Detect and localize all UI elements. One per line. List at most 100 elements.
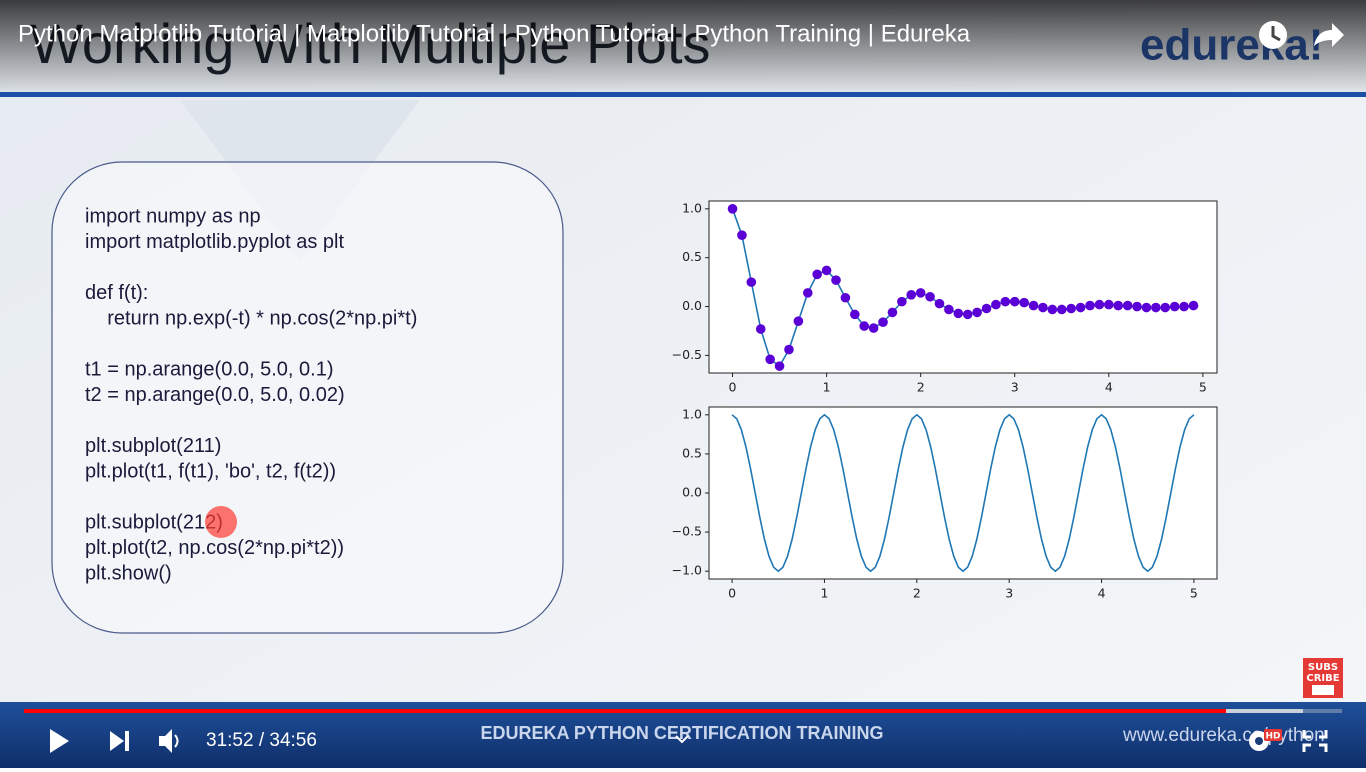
data-point <box>1019 297 1029 308</box>
data-point <box>746 277 757 287</box>
data-point <box>1009 296 1020 307</box>
y-tick-label: 1.0 <box>682 406 702 421</box>
subscribe-text: CRIBE <box>1306 673 1339 684</box>
x-tick-label: 2 <box>913 586 921 601</box>
data-point <box>793 316 804 327</box>
fullscreen-button[interactable] <box>1302 730 1328 752</box>
code-line: plt.subplot(211) <box>85 435 221 457</box>
subplot: −0.5 0.0 0.5 1.0 0 1 2 3 4 5 <box>672 200 1218 395</box>
data-point <box>821 265 832 276</box>
y-tick-label: −0.5 <box>672 347 702 362</box>
data-point <box>1066 303 1076 314</box>
code-line: return np.exp(-t) * np.cos(2*np.pi*t) <box>85 307 417 329</box>
data-point <box>934 298 945 309</box>
data-point <box>981 303 992 314</box>
x-tick-label: 0 <box>728 586 736 601</box>
data-point <box>878 317 888 327</box>
x-tick-label: 4 <box>1105 380 1113 395</box>
data-point <box>755 324 766 334</box>
data-point <box>925 291 935 302</box>
x-tick-label: 4 <box>1098 586 1106 601</box>
data-point <box>1047 304 1058 315</box>
data-point <box>1056 304 1067 315</box>
data-point <box>897 296 907 307</box>
code-line: import numpy as np <box>85 205 261 227</box>
subplot: −1.0 −0.5 0.0 0.5 1.0 0 1 2 3 4 5 <box>672 406 1218 601</box>
y-tick-label: 1.0 <box>682 200 702 215</box>
subscribe-text: SUBS <box>1308 662 1338 673</box>
data-point <box>1151 302 1161 313</box>
progress-buffer <box>1226 709 1303 713</box>
code-box <box>51 161 564 634</box>
play-button[interactable] <box>50 729 69 753</box>
data-point <box>972 307 982 318</box>
x-tick-label: 5 <box>1199 380 1207 395</box>
data-line <box>731 413 1195 573</box>
time-display: 31:52 / 34:56 <box>206 730 317 751</box>
progress-played <box>24 709 1226 713</box>
data-point <box>868 323 879 333</box>
data-point <box>765 354 775 365</box>
y-tick-label: 0.5 <box>682 445 702 460</box>
charts: −0.5 0.0 0.5 1.0 0 1 2 3 4 5 −1.0 −0.5 0.0 0.5 1.0 0 1 2 3… <box>672 200 1218 601</box>
x-tick-label: 5 <box>1190 586 1198 601</box>
url-text: www.edureka.co/python <box>1122 725 1325 746</box>
code-line: plt.plot(t2, np.cos(2*np.pi*t2)) <box>85 537 344 559</box>
y-tick-label: −1.0 <box>672 563 702 578</box>
x-tick-label: 1 <box>823 380 831 395</box>
code-line: t2 = np.arange(0.0, 5.0, 0.02) <box>85 384 345 406</box>
y-tick-label: −0.5 <box>672 524 702 539</box>
data-point <box>737 230 747 241</box>
data-point <box>944 304 954 315</box>
code-line: import matplotlib.pyplot as plt <box>85 231 344 253</box>
data-point <box>1038 302 1048 313</box>
x-tick-label: 0 <box>729 380 737 395</box>
share-icon[interactable] <box>1314 23 1344 47</box>
next-button[interactable] <box>110 731 129 751</box>
code-line: t1 = np.arange(0.0, 5.0, 0.1) <box>85 358 334 380</box>
volume-button[interactable] <box>159 729 179 753</box>
y-tick-label: 0.5 <box>682 249 702 264</box>
divider <box>0 92 1366 97</box>
hd-badge: HD <box>1265 732 1280 742</box>
cursor-highlight <box>205 506 237 538</box>
data-point <box>953 308 964 319</box>
data-point <box>1104 299 1114 310</box>
plot-area <box>708 200 1218 374</box>
x-tick-label: 1 <box>820 586 828 601</box>
code-line: plt.plot(t1, f(t1), 'bo', t2, f(t2)) <box>85 460 336 482</box>
data-point <box>812 269 822 280</box>
data-point <box>1113 300 1124 311</box>
data-point <box>840 292 851 303</box>
data-point <box>1094 299 1105 310</box>
data-point <box>1085 300 1095 311</box>
data-point <box>802 288 813 298</box>
y-tick-label: 0.0 <box>682 298 702 313</box>
data-point <box>962 309 973 320</box>
plot-area <box>708 406 1218 580</box>
settings-button[interactable]: HD <box>1249 729 1282 751</box>
data-point <box>727 204 738 214</box>
chevron[interactable] <box>675 735 689 744</box>
data-point <box>1188 300 1199 311</box>
data-point <box>1179 301 1189 312</box>
watch-later-icon[interactable] <box>1259 21 1287 49</box>
data-point <box>1075 302 1086 313</box>
data-point <box>1141 302 1152 313</box>
video-title[interactable]: Python Matplotlib Tutorial | Matplotlib … <box>18 20 971 47</box>
x-tick-label: 3 <box>1005 586 1013 601</box>
data-point <box>1122 300 1133 311</box>
x-tick-label: 3 <box>1011 380 1019 395</box>
subscribe-button[interactable]: SUBS CRIBE <box>1303 658 1343 698</box>
banner-text: EDUREKA PYTHON CERTIFICATION TRAINING <box>481 723 884 743</box>
data-point <box>850 309 860 320</box>
code-line: plt.show() <box>85 562 172 584</box>
data-point <box>915 288 926 298</box>
code-block: import numpy as np import matplotlib.pypl… <box>85 205 417 584</box>
code-line: plt.subplot(212) <box>85 511 223 533</box>
data-point <box>1000 296 1011 307</box>
title-overlay <box>0 0 1366 92</box>
data-point <box>906 290 917 300</box>
data-point <box>1028 300 1039 311</box>
